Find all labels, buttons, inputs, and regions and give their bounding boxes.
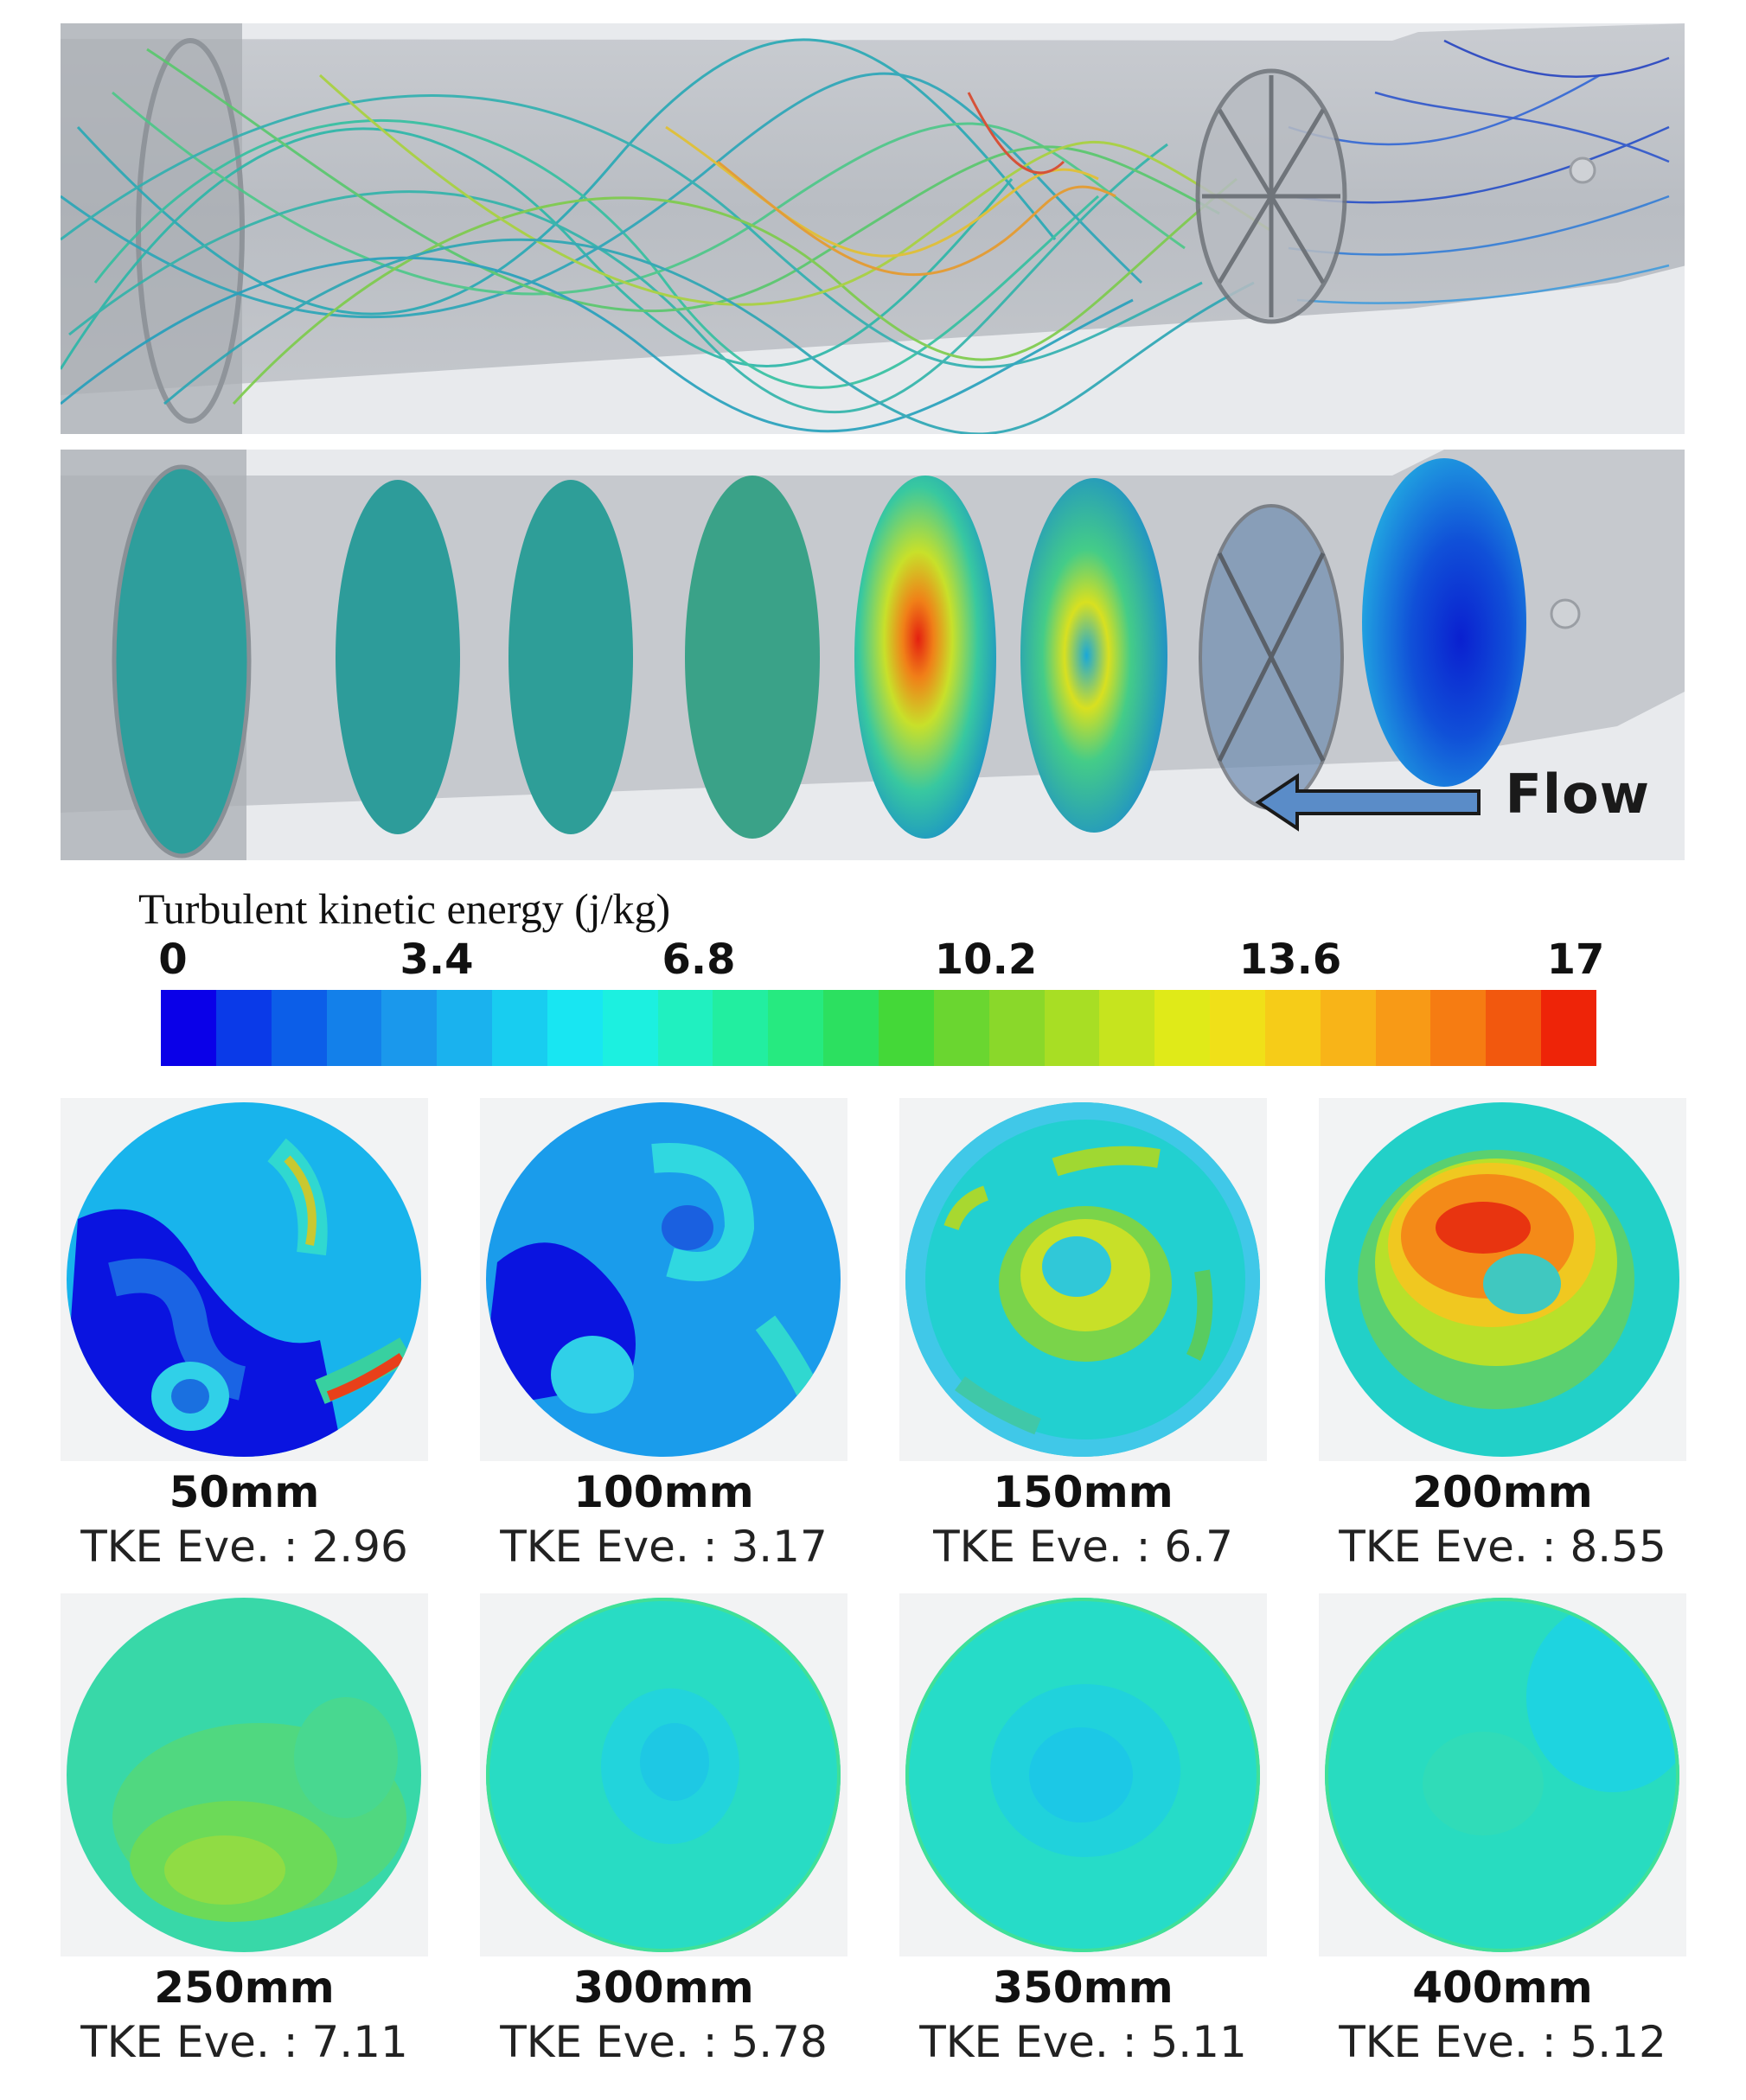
colorbar-swatch [1264,990,1321,1066]
colorbar-swatch [1541,990,1596,1066]
section-cell-400mm: 400mm TKE Eve. : 5.12 [1319,1593,1686,2071]
colorbar-swatch [271,990,327,1066]
colorbar-swatch [878,990,934,1066]
section-position: 50mm [169,1467,320,1517]
section-5 [1020,478,1167,833]
tke-average: TKE Eve. : 7.11 [80,2017,408,2067]
colorbar-tick: 10.2 [934,935,1038,984]
section-cell-350mm: 350mm TKE Eve. : 5.11 [899,1593,1267,2071]
colorbar-swatch [713,990,769,1066]
contour-image [61,1593,428,1956]
section-cell-250mm: 250mm TKE Eve. : 7.11 [61,1593,428,2071]
section-position: 400mm [1412,1963,1593,2013]
colorbar-tick: 6.8 [662,935,736,984]
contour-image [1319,1098,1686,1461]
colorbar-tick: 13.6 [1238,935,1342,984]
section-position: 100mm [573,1467,754,1517]
flow-label: Flow [1505,763,1650,826]
contour-image [899,1098,1267,1461]
colorbar-swatch [1486,990,1542,1066]
tke-average: TKE Eve. : 8.55 [1339,1522,1666,1572]
tke-average: TKE Eve. : 5.12 [1339,2017,1666,2067]
streamlines [61,38,1272,434]
colorbar-swatch [547,990,603,1066]
colorbar-tick: 0 [158,935,188,984]
colorbar-swatch [1099,990,1155,1066]
colorbar-swatch [437,990,493,1066]
section-cell-150mm: 150mm TKE Eve. : 6.7 [899,1098,1267,1575]
colorbar-swatch [933,990,989,1066]
contour-image [480,1098,847,1461]
colorbar-tick: 17 [1546,935,1605,984]
section-3 [685,476,820,839]
colorbar-swatch [1430,990,1487,1066]
section-cell-200mm: 200mm TKE Eve. : 8.55 [1319,1098,1686,1575]
colorbar-swatch [161,990,216,1066]
section-cell-50mm: 50mm TKE Eve. : 2.96 [61,1098,428,1575]
colorbar-swatch [215,990,272,1066]
section-2 [508,480,633,834]
colorbar-swatch [1375,990,1431,1066]
cross-section-render: Flow [61,450,1685,860]
section-position: 150mm [993,1467,1174,1517]
section-cell-100mm: 100mm TKE Eve. : 3.17 [480,1098,847,1575]
colorbar-swatch [988,990,1045,1066]
tke-average: TKE Eve. : 5.11 [919,2017,1247,2067]
colorbar-swatch [823,990,879,1066]
colorbar-swatch [1210,990,1265,1066]
section-position: 300mm [573,1963,754,2013]
colorbar-swatch [1154,990,1211,1066]
mixer-element [1199,504,1344,810]
colorbar-swatch [1320,990,1376,1066]
section-position: 200mm [1412,1467,1593,1517]
streamline-svg [61,23,1685,434]
colorbar-title: Turbulent kinetic energy (j/kg) [138,884,671,933]
section-position: 350mm [993,1963,1174,2013]
colorbar-swatch [492,990,547,1066]
tke-average: TKE Eve. : 5.78 [500,2017,828,2067]
inlet-flange [61,23,242,434]
colorbar-swatch [657,990,713,1066]
contour-image [480,1593,847,1956]
colorbar-swatch [1044,990,1100,1066]
tke-average: TKE Eve. : 6.7 [933,1522,1233,1572]
colorbar-swatch [381,990,438,1066]
colorbar-swatch [768,990,824,1066]
section-4 [854,476,996,839]
mixer-element [1195,68,1347,324]
colorbar-tick: 3.4 [400,935,474,984]
section-0 [112,464,252,859]
contour-image [61,1098,428,1461]
flow-arrow [1255,773,1481,832]
section-7 [1362,458,1526,787]
section-cell-300mm: 300mm TKE Eve. : 5.78 [480,1593,847,2071]
colorbar [161,990,1596,1066]
tke-average: TKE Eve. : 3.17 [500,1522,828,1572]
cross-section-svg [61,450,1685,860]
colorbar-swatch [326,990,382,1066]
tke-average: TKE Eve. : 2.96 [80,1522,408,1572]
contour-image [1319,1593,1686,1956]
contour-image [899,1593,1267,1956]
streamline-render [61,23,1685,434]
section-position: 250mm [154,1963,335,2013]
colorbar-swatch [602,990,658,1066]
section-1 [336,480,460,834]
